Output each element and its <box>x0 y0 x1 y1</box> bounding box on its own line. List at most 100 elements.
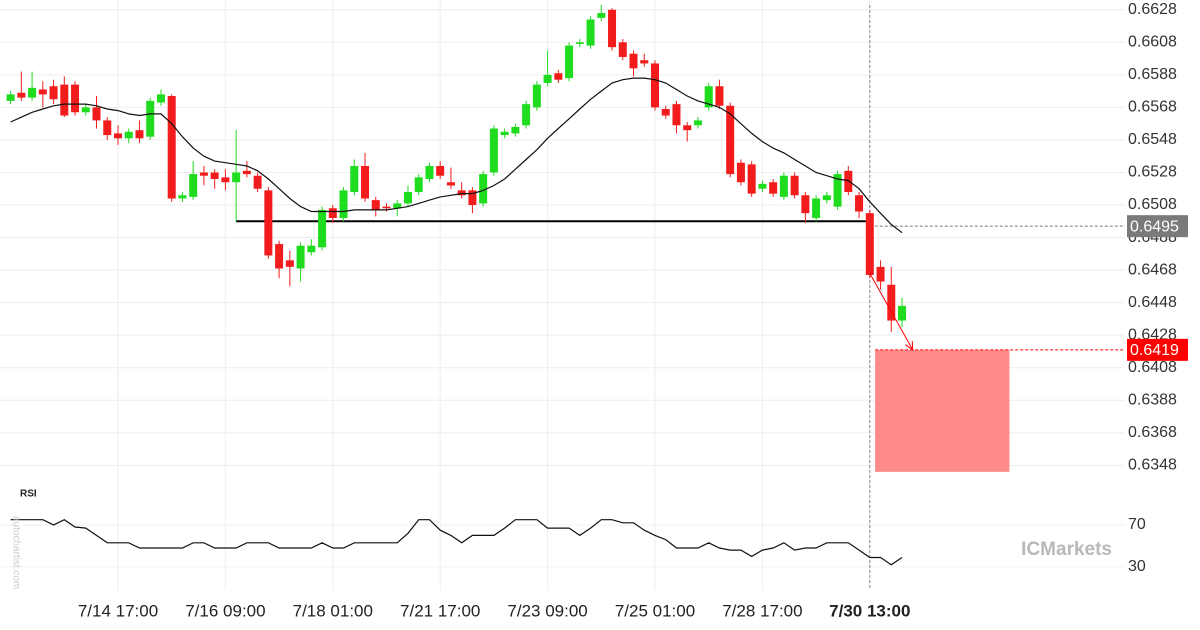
y-tick-label: 0.6568 <box>1128 99 1177 116</box>
candle-body <box>833 174 842 207</box>
candle-body <box>608 9 617 48</box>
source: autochartist.com <box>10 516 21 589</box>
candle-body <box>565 45 574 79</box>
candle-body <box>296 245 305 269</box>
x-tick-label: 7/16 09:00 <box>185 601 265 620</box>
y-tick-label: 0.6628 <box>1128 1 1177 18</box>
forecast-arrow <box>869 273 914 351</box>
y-tick-label: 0.6508 <box>1128 196 1177 213</box>
candle-body <box>661 109 670 116</box>
candle-body <box>554 73 563 80</box>
candle-body <box>532 84 541 108</box>
candle-body <box>221 177 230 183</box>
candle-body <box>618 42 627 57</box>
y-tick-label: 0.6608 <box>1128 34 1177 51</box>
candle-body <box>693 120 702 126</box>
candle-body <box>446 182 455 186</box>
candle-body <box>38 89 47 95</box>
x-tick-label: 7/28 17:00 <box>722 601 802 620</box>
candle-body <box>500 131 509 136</box>
target-price-label: 0.6419 <box>1130 342 1179 359</box>
candle-body <box>414 177 423 192</box>
candle-body <box>210 172 219 179</box>
candle-body <box>17 92 26 98</box>
rsi-line <box>10 519 903 566</box>
rsi-tick-label: 70 <box>1128 516 1146 533</box>
y-tick-label: 0.6588 <box>1128 66 1177 83</box>
candle-body <box>49 86 58 100</box>
candle-body <box>629 53 638 69</box>
candle-body <box>264 190 273 256</box>
candle-body <box>758 183 767 189</box>
candle-body <box>114 133 122 139</box>
candle-body <box>822 195 831 201</box>
candle-body <box>361 165 370 199</box>
candle-body <box>586 19 595 46</box>
moving-average <box>10 77 903 234</box>
target-price-box <box>1127 338 1188 361</box>
candle-body <box>339 190 348 219</box>
candle-body <box>489 128 498 173</box>
candle-body <box>60 84 69 116</box>
candle-body <box>81 107 90 113</box>
candle-body <box>876 266 885 282</box>
y-tick-label: 0.6388 <box>1128 391 1177 408</box>
candle-body <box>28 87 37 98</box>
candle-body <box>790 175 799 196</box>
candle-body <box>672 104 681 126</box>
y-tick-label: 0.6548 <box>1128 131 1177 148</box>
arrow-head <box>905 340 914 351</box>
candle-body <box>898 305 907 321</box>
x-tick-label: 7/25 01:00 <box>615 601 695 620</box>
candle-body <box>393 203 402 209</box>
candle-body <box>199 172 208 176</box>
candle-body <box>844 170 853 192</box>
candle-body <box>597 13 606 18</box>
candle-body <box>683 125 692 131</box>
candle-body <box>522 104 531 126</box>
candle-body <box>736 162 745 183</box>
candle-body <box>457 190 466 196</box>
x-tick-label: 7/14 17:00 <box>78 601 158 620</box>
candle-body <box>371 200 380 210</box>
candle-body <box>242 170 251 175</box>
y-tick-label: 0.6408 <box>1128 359 1177 376</box>
x-tick-label: 7/30 13:00 <box>829 601 910 620</box>
candle-body <box>769 182 778 194</box>
rsi-title: RSI <box>20 489 37 500</box>
watermark: ICMarkets <box>1021 539 1112 560</box>
candle-body <box>511 126 520 134</box>
target-zone <box>875 349 1010 472</box>
candle-body <box>479 174 488 204</box>
candle-body <box>726 105 735 175</box>
candle-body <box>715 86 724 106</box>
y-tick-label: 0.6348 <box>1128 457 1177 474</box>
candle-body <box>275 244 284 269</box>
candle-body <box>124 131 133 139</box>
candle-body <box>403 192 412 204</box>
candle-body <box>887 284 896 321</box>
candle-body <box>328 208 337 219</box>
candle-body <box>468 190 477 206</box>
candle-body <box>156 94 165 103</box>
candle-body <box>575 42 584 44</box>
candle-body <box>779 175 788 197</box>
candle-body <box>747 164 756 194</box>
candle-body <box>285 260 294 267</box>
candle-body <box>855 195 864 212</box>
y-tick-label: 0.6448 <box>1128 294 1177 311</box>
candle-body <box>318 209 327 248</box>
candle-body <box>640 60 649 64</box>
candle-body <box>135 130 144 139</box>
candle-body <box>6 94 15 101</box>
x-tick-label: 7/23 09:00 <box>507 601 587 620</box>
plot: 70 30 0.6628 0.6608 0.6588 0.6568 0.6548 0.6528… <box>0 0 1188 620</box>
candle-body <box>543 74 552 83</box>
candle-body <box>167 96 176 199</box>
last-price-box <box>1127 215 1188 238</box>
candle-body <box>103 120 112 136</box>
x-tick-label: 7/18 01:00 <box>293 601 373 620</box>
candle-body <box>350 165 359 192</box>
